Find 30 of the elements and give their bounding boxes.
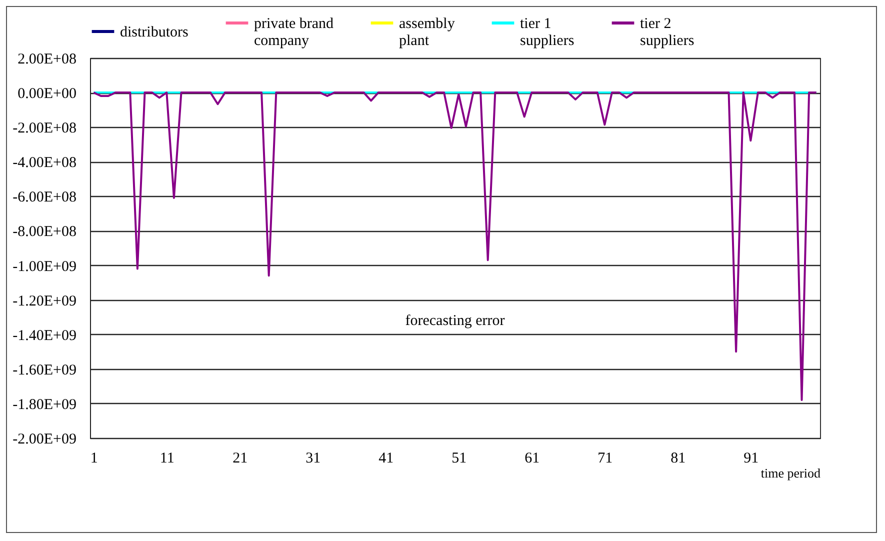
- y-tick-label: -1.80E+09: [12, 396, 76, 413]
- y-tick-label: 2.00E+08: [18, 52, 76, 68]
- x-tick-label: 1: [90, 450, 98, 466]
- legend-label: tier 1 suppliers: [520, 16, 574, 49]
- y-tick-label: -8.00E+08: [12, 224, 76, 240]
- x-tick-label: 71: [598, 450, 613, 466]
- x-tick-label: 11: [160, 450, 174, 466]
- legend-label: assembly plant: [399, 16, 456, 49]
- x-axis-title: time period: [760, 466, 821, 480]
- x-tick-label: 31: [306, 450, 321, 466]
- y-tick-label: -1.00E+09: [12, 258, 76, 275]
- y-tick-label: -4.00E+08: [12, 155, 76, 172]
- y-tick-label: 0.00E+00: [18, 86, 76, 102]
- x-tick-label: 21: [232, 450, 248, 466]
- y-tick-label: -2.00E+09: [12, 432, 76, 448]
- annotation: forecasting error: [405, 312, 505, 329]
- x-tick-label: 81: [670, 450, 686, 466]
- y-tick-label: -1.60E+09: [12, 362, 76, 378]
- x-tick-label: 51: [452, 450, 467, 466]
- y-tick-label: -6.00E+08: [12, 190, 76, 206]
- x-tick-label: 61: [524, 450, 540, 466]
- x-tick-label: 41: [378, 450, 394, 466]
- legend-label: private brand company: [254, 16, 334, 49]
- y-tick-label: -1.40E+09: [12, 328, 76, 344]
- x-tick-label: 91: [744, 450, 759, 466]
- legend-label: tier 2 suppliers: [640, 16, 694, 49]
- y-tick-label: -1.20E+09: [12, 293, 76, 310]
- y-tick-label: -2.00E+08: [12, 120, 76, 137]
- legend-label: distributors: [120, 24, 188, 40]
- line-series: [92, 92, 818, 401]
